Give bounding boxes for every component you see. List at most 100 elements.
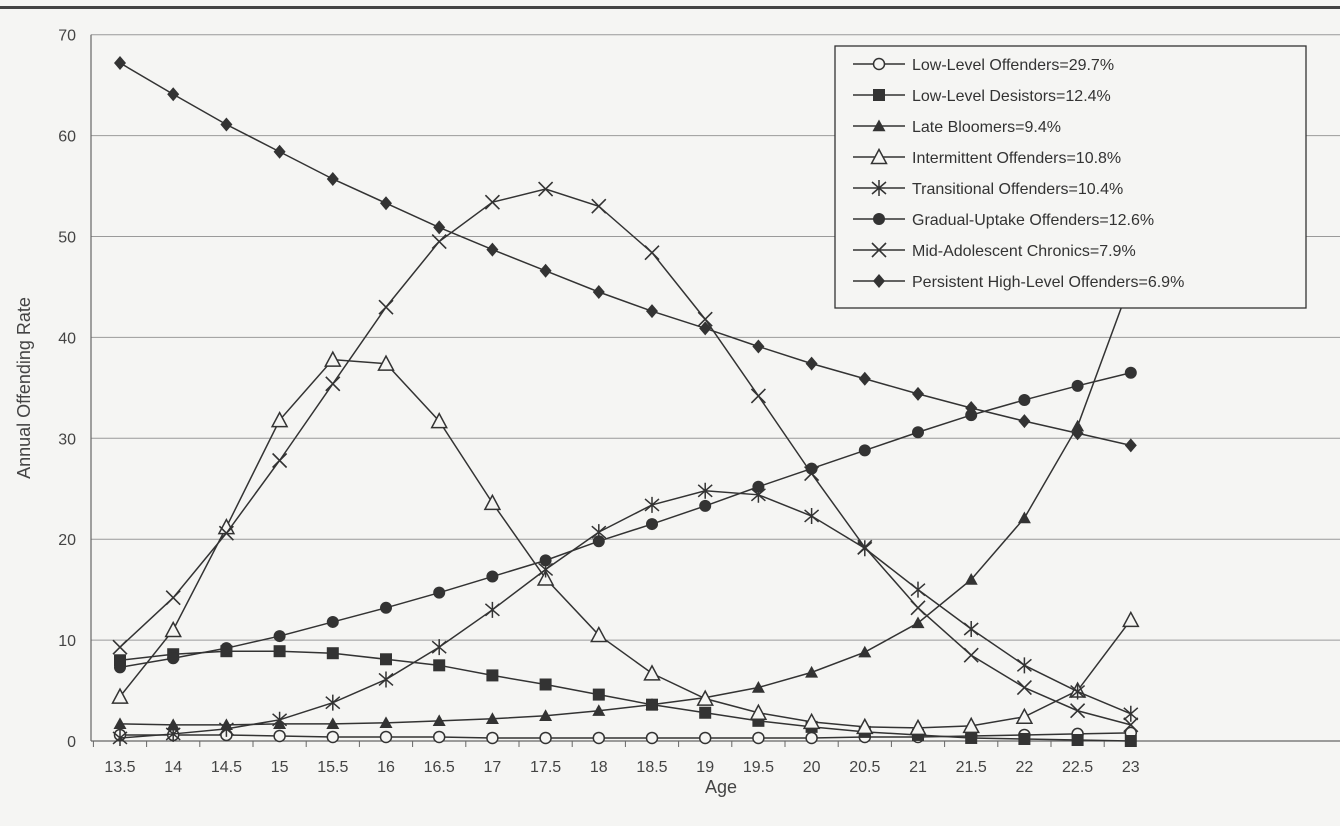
data-point <box>486 242 499 257</box>
data-point <box>431 233 447 250</box>
y-tick-label: 20 <box>58 532 76 549</box>
data-point <box>380 653 392 666</box>
data-point <box>536 569 555 586</box>
data-point <box>432 730 446 744</box>
series-line <box>120 732 1131 739</box>
data-point <box>750 388 766 404</box>
legend-item: Low-Level Desistors=12.4% <box>853 88 1111 105</box>
data-point <box>1018 414 1031 429</box>
data-point <box>325 694 341 711</box>
data-point <box>1015 707 1034 725</box>
legend-label: Low-Level Offenders=29.7% <box>912 57 1114 74</box>
data-point <box>856 717 874 735</box>
x-tick-label: 22 <box>1016 759 1034 776</box>
data-point <box>220 642 233 655</box>
legend-marker <box>870 147 888 165</box>
data-point <box>592 731 606 745</box>
data-point <box>378 299 394 315</box>
data-point <box>910 581 926 598</box>
data-point <box>379 716 393 729</box>
legend-item: Transitional Offenders=10.4% <box>853 180 1123 198</box>
data-point <box>112 639 128 655</box>
series-7 <box>114 55 1137 453</box>
series-1 <box>114 645 1137 747</box>
data-point <box>857 539 873 555</box>
legend-label: Gradual-Uptake Offenders=12.6% <box>912 212 1154 229</box>
series-4 <box>112 482 1139 746</box>
series-5 <box>114 366 1137 674</box>
data-point <box>965 409 978 422</box>
legend-label: Mid-Adolescent Chronics=7.9% <box>912 243 1136 260</box>
data-point <box>805 356 818 371</box>
data-point <box>165 725 181 742</box>
data-point <box>590 625 608 643</box>
data-point <box>111 687 129 704</box>
legend-label: Late Bloomers=9.4% <box>912 119 1061 136</box>
legend-item: Intermittent Offenders=10.8% <box>853 147 1121 167</box>
data-point <box>699 321 712 336</box>
data-point <box>1122 610 1140 628</box>
legend-label: Intermittent Offenders=10.8% <box>912 150 1121 167</box>
data-point <box>804 507 820 524</box>
data-point <box>644 245 660 261</box>
data-point <box>1071 426 1084 441</box>
y-tick-label: 50 <box>58 230 76 247</box>
series-6 <box>112 181 1139 733</box>
series-line <box>119 371 1131 669</box>
data-point <box>1018 732 1031 745</box>
data-point <box>962 716 980 734</box>
data-point <box>697 482 713 499</box>
x-axis-title: Age <box>705 777 737 797</box>
data-point <box>380 601 392 614</box>
data-point <box>696 689 714 706</box>
data-point <box>1070 703 1086 719</box>
data-point <box>165 590 181 606</box>
data-point <box>749 703 768 720</box>
data-point <box>964 573 978 585</box>
data-point <box>752 480 765 493</box>
data-point <box>273 630 286 643</box>
data-point <box>112 729 128 746</box>
data-point <box>431 639 447 656</box>
data-point <box>1123 705 1139 722</box>
x-tick-label: 22.5 <box>1062 759 1093 776</box>
data-point <box>220 117 233 132</box>
data-point <box>1017 511 1031 524</box>
y-tick-label: 30 <box>58 431 76 448</box>
data-point <box>965 731 978 744</box>
legend: Low-Level Offenders=29.7% Low-Level Desis… <box>834 45 1307 309</box>
data-point <box>114 661 126 674</box>
data-point <box>858 444 871 457</box>
x-tick-label: 17 <box>484 759 502 776</box>
x-tick-label: 14 <box>164 759 182 776</box>
data-point <box>484 194 500 210</box>
data-point <box>646 518 658 531</box>
y-tick-label: 40 <box>58 330 76 347</box>
data-point <box>167 87 180 102</box>
legend-marker <box>871 180 887 196</box>
data-point <box>1071 379 1084 392</box>
series-line <box>119 281 1132 726</box>
x-tick-label: 17.5 <box>530 759 561 776</box>
legend-label: Low-Level Desistors=12.4% <box>912 88 1111 105</box>
data-point <box>433 586 446 599</box>
x-tick-label: 19.5 <box>743 759 774 776</box>
data-point <box>698 731 712 745</box>
data-point <box>433 659 446 672</box>
data-point <box>377 354 395 371</box>
data-point <box>646 304 658 319</box>
x-tick-label: 21 <box>909 759 927 776</box>
series-line <box>119 358 1132 729</box>
legend-item: Low-Level Offenders=29.7% <box>853 57 1114 74</box>
data-point <box>912 426 924 439</box>
x-tick-label: 16 <box>377 759 395 776</box>
data-point <box>645 698 659 710</box>
data-point <box>218 525 234 541</box>
y-axis-title: Annual Offending Rate <box>14 297 34 479</box>
data-point <box>539 263 552 278</box>
data-point <box>1071 733 1084 746</box>
data-point <box>485 712 499 725</box>
data-point <box>752 339 765 354</box>
